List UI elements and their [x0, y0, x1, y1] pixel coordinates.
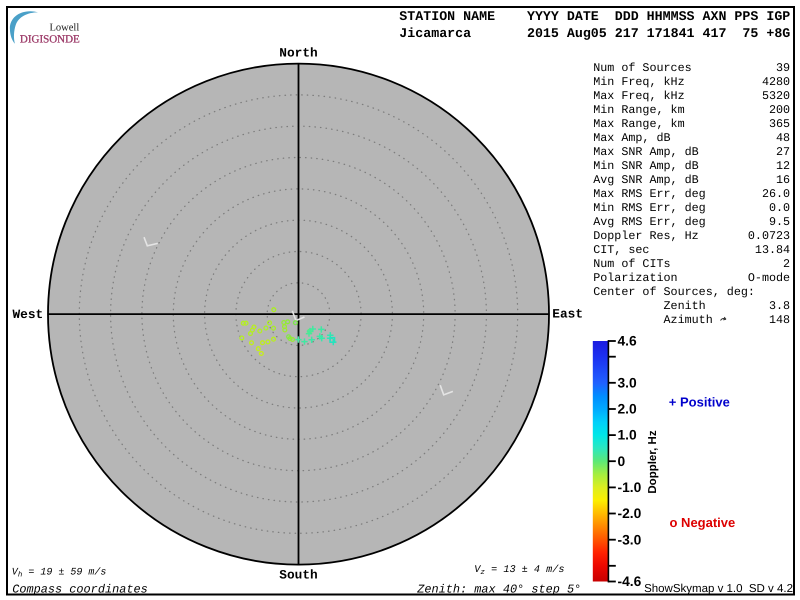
- svg-text:Min Freq, kHz 4280: Min Freq, kHz 4280: [593, 75, 790, 89]
- svg-text:Center of Sources, deg:: Center of Sources, deg:: [593, 285, 755, 299]
- svg-text:Doppler Res, Hz 0.0723: Doppler Res, Hz 0.0723: [593, 229, 790, 243]
- svg-text:Max Freq, kHz 5320: Max Freq, kHz 5320: [593, 89, 790, 103]
- svg-text:Azimuth 148: Azimuth 148: [593, 313, 790, 327]
- svg-text:o Negative: o Negative: [670, 515, 736, 530]
- svg-text:Vh = 19 ± 59 m/s: Vh = 19 ± 59 m/s: [12, 566, 107, 579]
- svg-text:0: 0: [618, 454, 626, 469]
- svg-text:Compass coordinates: Compass coordinates: [12, 582, 148, 596]
- svg-text:STATION NAME YYYY DATE DDD: STATION NAME YYYY DATE DDD HHMMSS AXN PP…: [399, 9, 790, 24]
- svg-text:Zenith: max 40° step 5°: Zenith: max 40° step 5°: [416, 583, 581, 597]
- svg-text:Polarization O-mode: Polarization O-mode: [593, 271, 790, 285]
- svg-text:-1.0: -1.0: [618, 480, 642, 495]
- svg-text:Max Amp, dB 48: Max Amp, dB 48: [593, 131, 790, 145]
- svg-text:Max SNR Amp, dB 27: Max SNR Amp, dB 27: [593, 145, 790, 159]
- svg-text:Avg RMS Err, deg 9.5: Avg RMS Err, deg 9.5: [593, 215, 790, 229]
- svg-text:Num of Sources 39: Num of Sources 39: [593, 61, 790, 75]
- svg-text:-3.0: -3.0: [618, 532, 642, 547]
- svg-text:Min SNR Amp, dB 12: Min SNR Amp, dB 12: [593, 159, 790, 173]
- svg-text:ShowSkymap v 1.0 SD v 4.2: ShowSkymap v 1.0 SD v 4.2: [644, 583, 793, 595]
- svg-text:Min RMS Err, deg 0.0: Min RMS Err, deg 0.0: [593, 201, 790, 215]
- svg-text:Jicamarca 2015 Aug05 217: Jicamarca 2015 Aug05 217 171841 417 75 +…: [399, 26, 790, 41]
- svg-text:3.0: 3.0: [618, 375, 638, 390]
- svg-text:1.0: 1.0: [618, 428, 638, 443]
- svg-text:4.6: 4.6: [618, 334, 638, 349]
- svg-text:Min Range, km 200: Min Range, km 200: [593, 103, 790, 117]
- svg-text:-4.6: -4.6: [618, 574, 642, 589]
- svg-text:Vz = 13 ± 4 m/s: Vz = 13 ± 4 m/s: [474, 564, 564, 577]
- svg-text:Num of CITs 2: Num of CITs 2: [593, 257, 790, 271]
- svg-text:South: South: [279, 568, 317, 583]
- svg-text:2.0: 2.0: [618, 402, 638, 417]
- svg-text:West: West: [12, 307, 43, 322]
- svg-text:East: East: [552, 307, 583, 322]
- svg-text:Avg SNR Amp, dB 16: Avg SNR Amp, dB 16: [593, 173, 790, 187]
- svg-text:Max Range, km 365: Max Range, km 365: [593, 117, 790, 131]
- svg-text:CIT, sec 13.84: CIT, sec 13.84: [593, 243, 790, 257]
- svg-text:Lowell: Lowell: [50, 23, 80, 34]
- svg-text:-2.0: -2.0: [618, 506, 642, 521]
- svg-text:North: North: [279, 46, 317, 61]
- svg-text:+ Positive: + Positive: [669, 395, 730, 410]
- svg-text:Doppler, Hz: Doppler, Hz: [647, 430, 659, 494]
- svg-text:DIGISONDE: DIGISONDE: [20, 34, 80, 46]
- svg-text:Max RMS Err, deg 26.0: Max RMS Err, deg 26.0: [593, 187, 790, 201]
- svg-text:Zenith 3.8: Zenith 3.8: [593, 299, 790, 313]
